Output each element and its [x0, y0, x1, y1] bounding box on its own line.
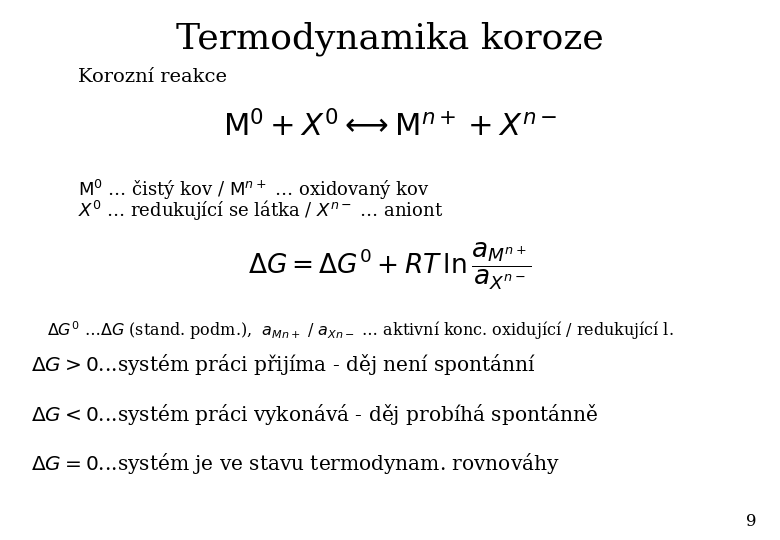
- Text: $\Delta G = 0$...systém je ve stavu termodynam. rovnováhy: $\Delta G = 0$...systém je ve stavu term…: [31, 451, 560, 476]
- Text: 9: 9: [746, 514, 757, 530]
- Text: Korozní reakce: Korozní reakce: [78, 68, 227, 85]
- Text: $\mathrm{M}^{0}$ … čistý kov / $\mathrm{M}^{n+}$ … oxidovaný kov: $\mathrm{M}^{0}$ … čistý kov / $\mathrm{…: [78, 178, 430, 202]
- Text: $\Delta G^{0}$ …$\Delta G$ (stand. podm.),  $a_{Mn+}$ / $a_{Xn-}$ … aktivní konc: $\Delta G^{0}$ …$\Delta G$ (stand. podm.…: [47, 320, 673, 342]
- Text: $\Delta G < 0$...systém práci vykonává - děj probíhá spontánně: $\Delta G < 0$...systém práci vykonává -…: [31, 402, 598, 427]
- Text: $\Delta G = \Delta G^{0} + RT\,\ln\dfrac{a_{M^{n+}}}{a_{X^{n-}}}$: $\Delta G = \Delta G^{0} + RT\,\ln\dfrac…: [248, 240, 532, 292]
- Text: $\mathrm{M}^{0} + X^{0} \longleftrightarrow \mathrm{M}^{n+} + X^{n-}$: $\mathrm{M}^{0} + X^{0} \longleftrightar…: [223, 111, 557, 143]
- Text: $\Delta G > 0$...systém práci přijíma - děj není spontánní: $\Delta G > 0$...systém práci přijíma - …: [31, 352, 537, 377]
- Text: $X^{0}$ … redukující se látka / $X^{n-}$ … aniont: $X^{0}$ … redukující se látka / $X^{n-}$…: [78, 199, 443, 223]
- Text: Termodynamika koroze: Termodynamika koroze: [176, 22, 604, 56]
